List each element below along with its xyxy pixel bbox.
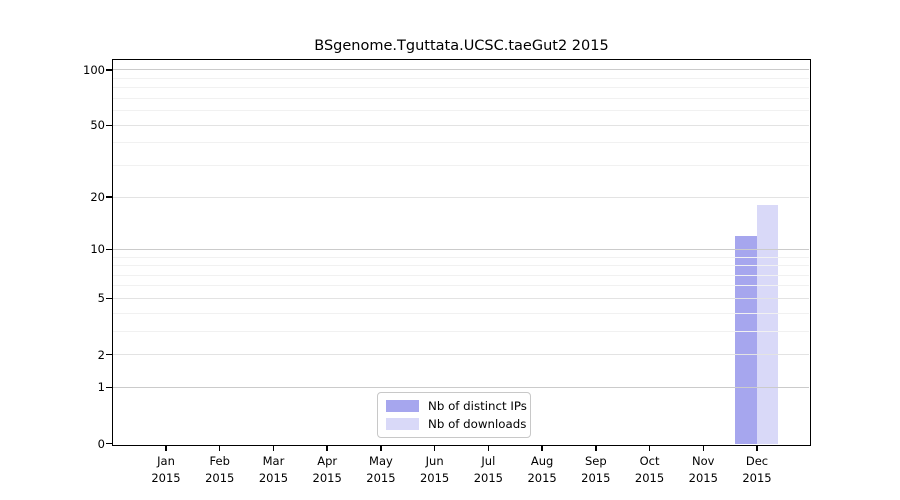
x-axis-tick: [165, 445, 167, 451]
x-axis-tick: [487, 445, 490, 451]
gridline-minor: [113, 77, 809, 79]
x-tick-month: Nov: [692, 454, 715, 468]
x-tick-month: Mar: [262, 454, 285, 468]
x-tick-month: Jul: [481, 454, 496, 468]
x-tick-month: Dec: [745, 454, 769, 468]
x-axis-tick: [326, 445, 328, 451]
gridline-minor: [113, 256, 809, 258]
gridline-minor: [113, 274, 809, 276]
x-axis-tick: [595, 445, 597, 451]
x-tick-year: 2015: [205, 471, 235, 485]
legend-item-distinct-ips: Nb of distinct IPs: [386, 399, 527, 413]
x-tick-label: Jul 2015: [448, 453, 528, 487]
x-axis-tick: [380, 445, 382, 451]
gridline: [113, 297, 809, 299]
x-tick-year: 2015: [312, 471, 342, 485]
y-axis-tick: [106, 386, 113, 389]
gridline-minor: [113, 110, 809, 112]
x-tick-label: Dec 2015: [717, 453, 797, 487]
y-axis-tick: [106, 442, 113, 445]
gridline-minor: [113, 165, 809, 166]
y-tick-label: 10: [90, 242, 105, 257]
x-tick-year: 2015: [688, 471, 718, 485]
y-axis-tick: [106, 297, 113, 300]
y-axis-tick: [106, 248, 113, 251]
y-tick-label: 100: [83, 62, 105, 77]
y-tick-label: 2: [97, 347, 105, 362]
x-axis-tick: [756, 445, 758, 451]
x-tick-month: Jun: [425, 454, 444, 468]
gridline: [113, 196, 809, 198]
x-tick-year: 2015: [258, 471, 289, 485]
y-axis-tick: [106, 353, 113, 356]
y-axis-tick: [106, 196, 113, 198]
y-tick-label: 5: [97, 291, 105, 306]
x-tick-label: Jan 2015: [126, 453, 206, 487]
legend-item-downloads: Nb of downloads: [386, 417, 526, 431]
x-tick-label: Oct 2015: [610, 453, 690, 487]
x-tick-year: 2015: [473, 471, 503, 485]
x-tick-year: 2015: [419, 471, 450, 485]
x-tick-year: 2015: [581, 471, 611, 485]
gridline-minor: [113, 312, 809, 314]
y-tick-label: 50: [90, 118, 105, 133]
x-tick-year: 2015: [742, 471, 772, 485]
legend-label-distinct-ips: Nb of distinct IPs: [428, 399, 527, 413]
chart-title: BSgenome.Tguttata.UCSC.taeGut2 2015: [314, 38, 609, 54]
y-tick-label: 1: [97, 380, 105, 395]
x-tick-label: Nov 2015: [663, 453, 743, 487]
x-axis-tick: [702, 445, 704, 451]
x-tick-year: 2015: [366, 471, 396, 485]
legend-label-downloads: Nb of downloads: [428, 417, 527, 431]
x-tick-label: Feb 2015: [180, 453, 260, 487]
y-axis-tick: [106, 69, 113, 71]
x-axis-tick: [219, 445, 221, 451]
x-tick-month: Oct: [639, 454, 660, 468]
gridline-minor: [113, 265, 809, 267]
x-tick-month: Jan: [157, 454, 175, 468]
gridline-minor: [113, 285, 809, 287]
y-tick-label: 0: [97, 436, 105, 451]
y-axis-tick: [106, 124, 113, 126]
legend-swatch-distinct-ips: [386, 400, 419, 412]
x-tick-month: Sep: [584, 454, 607, 468]
x-tick-label: May 2015: [341, 453, 421, 487]
x-axis-tick: [272, 445, 275, 451]
gridline-major: [113, 248, 809, 250]
gridline-minor: [113, 330, 809, 332]
y-tick-label: 20: [90, 190, 105, 205]
gridline: [113, 124, 809, 126]
plot-frame: [112, 59, 811, 446]
gridline-minor: [113, 87, 809, 89]
x-tick-label: Mar 2015: [233, 453, 313, 487]
x-tick-label: Sep 2015: [556, 453, 636, 487]
legend-swatch-downloads: [386, 418, 419, 430]
gridline-major: [113, 69, 809, 71]
x-tick-year: 2015: [151, 471, 181, 485]
x-axis-tick: [433, 445, 436, 451]
x-tick-label: Aug 2015: [502, 453, 582, 487]
gridline-minor: [113, 142, 809, 144]
x-tick-year: 2015: [527, 471, 557, 485]
x-axis-tick: [648, 445, 651, 451]
gridline-minor: [113, 97, 809, 99]
x-tick-label: Apr 2015: [287, 453, 367, 487]
x-tick-month: May: [369, 454, 393, 468]
gridline: [113, 354, 809, 356]
x-tick-month: Aug: [530, 454, 554, 468]
x-tick-month: Feb: [209, 454, 230, 468]
bar-downloads-dec: [756, 205, 779, 445]
gridline-major: [113, 386, 809, 388]
x-tick-month: Apr: [317, 454, 338, 468]
bar-distinct-ips-dec: [735, 235, 757, 445]
legend: Nb of distinct IPs Nb of downloads: [377, 392, 531, 438]
x-tick-label: Jun 2015: [395, 453, 475, 487]
x-tick-year: 2015: [634, 471, 665, 485]
x-axis-tick: [541, 445, 543, 451]
